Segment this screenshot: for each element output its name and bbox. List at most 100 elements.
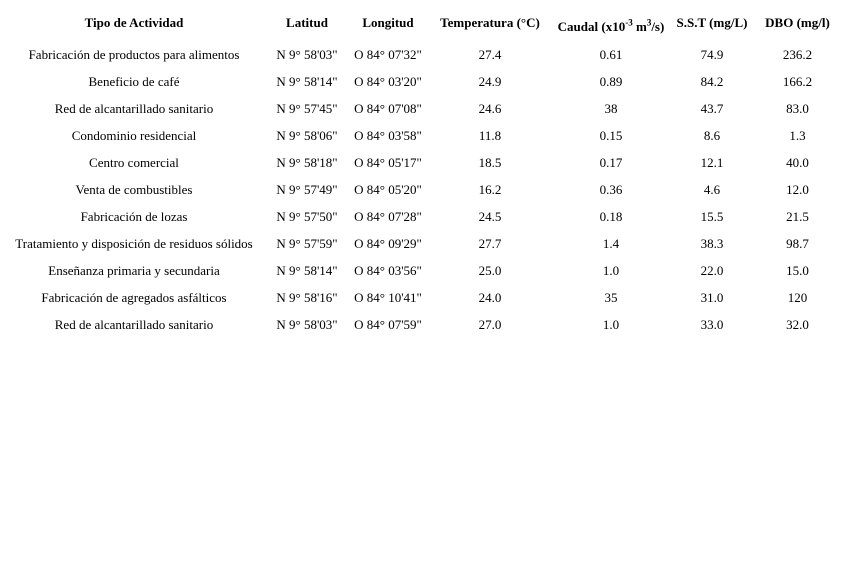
- cell-actividad: Condominio residencial: [71, 127, 197, 143]
- cell-dbo: 120: [787, 289, 808, 305]
- cell-temperatura: 16.2: [478, 181, 502, 197]
- table-body: Fabricación de productos para alimentos …: [0, 41, 843, 338]
- column-header-longitud: Longitud: [362, 15, 414, 30]
- caudal-header-label: Caudal (x10-3 m3/s): [557, 17, 665, 34]
- cell-latitud: N 9° 58'03": [276, 46, 338, 62]
- cell-temperatura: 24.6: [478, 100, 502, 116]
- cell-dbo: 21.5: [786, 208, 809, 224]
- cell-sst: 38.3: [700, 235, 724, 251]
- cell-temperatura: 25.0: [478, 262, 502, 278]
- column-header-sst: S.S.T (mg/L): [676, 15, 748, 30]
- cell-latitud: N 9° 58'14": [276, 262, 338, 278]
- cell-longitud: O 84° 03'20": [354, 73, 422, 89]
- cell-actividad: Venta de combustibles: [75, 181, 193, 197]
- cell-dbo: 1.3: [789, 127, 806, 143]
- cell-longitud: O 84° 07'59": [354, 316, 422, 332]
- cell-longitud: O 84° 05'17": [354, 154, 422, 170]
- cell-sst: 8.6: [703, 127, 721, 143]
- cell-latitud: N 9° 58'16": [276, 289, 338, 305]
- cell-temperatura: 24.9: [478, 73, 502, 89]
- cell-longitud: O 84° 10'41": [354, 289, 422, 305]
- cell-longitud: O 84° 09'29": [354, 235, 422, 251]
- header-row: Tipo de Actividad Latitud Longitud Tempe…: [0, 5, 843, 41]
- cell-actividad: Beneficio de café: [88, 73, 180, 89]
- cell-caudal: 0.15: [599, 127, 623, 143]
- cell-longitud: O 84° 05'20": [354, 181, 422, 197]
- cell-caudal: 0.18: [599, 208, 623, 224]
- cell-dbo: 166.2: [782, 73, 813, 89]
- cell-sst: 74.9: [700, 46, 724, 62]
- cell-actividad: Fabricación de productos para alimentos: [28, 46, 240, 62]
- cell-latitud: N 9° 58'03": [276, 316, 338, 332]
- cell-caudal: 38: [604, 100, 618, 116]
- cell-longitud: O 84° 03'56": [354, 262, 422, 278]
- table-row: Condominio residencial N 9° 58'06" O 84°…: [0, 122, 843, 149]
- cell-sst: 15.5: [700, 208, 724, 224]
- cell-sst: 4.6: [703, 181, 721, 197]
- column-header-latitud: Latitud: [286, 15, 328, 30]
- cell-sst: 84.2: [700, 73, 724, 89]
- cell-caudal: 0.17: [599, 154, 623, 170]
- cell-dbo: 12.0: [786, 181, 809, 197]
- cell-latitud: N 9° 57'50": [276, 208, 338, 224]
- cell-dbo: 15.0: [786, 262, 809, 278]
- table-row: Tratamiento y disposición de residuos só…: [0, 230, 843, 257]
- cell-caudal: 1.0: [602, 316, 620, 332]
- cell-longitud: O 84° 07'32": [354, 46, 422, 62]
- column-header-temperatura: Temperatura (°C): [440, 15, 540, 30]
- cell-longitud: O 84° 07'08": [354, 100, 422, 116]
- table-row: Red de alcantarillado sanitario N 9° 57'…: [0, 95, 843, 122]
- table-row: Venta de combustibles N 9° 57'49" O 84° …: [0, 176, 843, 203]
- cell-longitud: O 84° 03'58": [354, 127, 422, 143]
- cell-caudal: 0.36: [599, 181, 623, 197]
- cell-actividad: Red de alcantarillado sanitario: [54, 316, 214, 332]
- column-header-dbo: DBO (mg/l): [765, 15, 830, 30]
- column-header-actividad: Tipo de Actividad: [84, 15, 184, 30]
- table-row: Centro comercial N 9° 58'18" O 84° 05'17…: [0, 149, 843, 176]
- cell-latitud: N 9° 57'45": [276, 100, 338, 116]
- caudal-cubed: 3: [646, 17, 652, 28]
- caudal-exponent: -3: [625, 17, 633, 28]
- cell-caudal: 1.4: [602, 235, 620, 251]
- cell-temperatura: 18.5: [478, 154, 502, 170]
- cell-latitud: N 9° 57'49": [276, 181, 338, 197]
- cell-dbo: 98.7: [786, 235, 809, 251]
- cell-caudal: 1.0: [602, 262, 620, 278]
- table-row: Beneficio de café N 9° 58'14" O 84° 03'2…: [0, 68, 843, 95]
- cell-temperatura: 11.8: [478, 127, 502, 143]
- cell-temperatura: 27.4: [478, 46, 502, 62]
- data-table: Tipo de Actividad Latitud Longitud Tempe…: [0, 5, 843, 338]
- cell-actividad: Centro comercial: [89, 154, 179, 170]
- column-header-caudal: Caudal (x10-3 m3/s): [550, 5, 672, 41]
- cell-sst: 43.7: [700, 100, 724, 116]
- cell-dbo: 83.0: [786, 100, 809, 116]
- cell-dbo: 236.2: [782, 46, 813, 62]
- cell-actividad: Tratamiento y disposición de residuos só…: [15, 235, 253, 251]
- cell-temperatura: 24.0: [478, 289, 502, 305]
- cell-actividad: Enseñanza primaria y secundaria: [48, 262, 220, 278]
- cell-sst: 22.0: [700, 262, 724, 278]
- cell-temperatura: 24.5: [478, 208, 502, 224]
- table-row: Fabricación de lozas N 9° 57'50" O 84° 0…: [0, 203, 843, 230]
- cell-dbo: 32.0: [786, 316, 809, 332]
- cell-sst: 33.0: [700, 316, 724, 332]
- cell-sst: 31.0: [700, 289, 724, 305]
- table-row: Fabricación de agregados asfálticos N 9°…: [0, 284, 843, 311]
- cell-longitud: O 84° 07'28": [354, 208, 422, 224]
- table-row: Red de alcantarillado sanitario N 9° 58'…: [0, 311, 843, 338]
- table-row: Enseñanza primaria y secundaria N 9° 58'…: [0, 257, 843, 284]
- cell-temperatura: 27.0: [478, 316, 502, 332]
- cell-latitud: N 9° 58'14": [276, 73, 338, 89]
- cell-actividad: Fabricación de lozas: [80, 208, 188, 224]
- cell-latitud: N 9° 57'59": [276, 235, 338, 251]
- cell-latitud: N 9° 58'18": [276, 154, 338, 170]
- cell-sst: 12.1: [700, 154, 724, 170]
- cell-caudal: 0.89: [599, 73, 623, 89]
- cell-latitud: N 9° 58'06": [276, 127, 338, 143]
- cell-actividad: Fabricación de agregados asfálticos: [41, 289, 227, 305]
- cell-temperatura: 27.7: [478, 235, 502, 251]
- cell-dbo: 40.0: [786, 154, 809, 170]
- cell-actividad: Red de alcantarillado sanitario: [54, 100, 214, 116]
- table-row: Fabricación de productos para alimentos …: [0, 41, 843, 68]
- cell-caudal: 0.61: [599, 46, 623, 62]
